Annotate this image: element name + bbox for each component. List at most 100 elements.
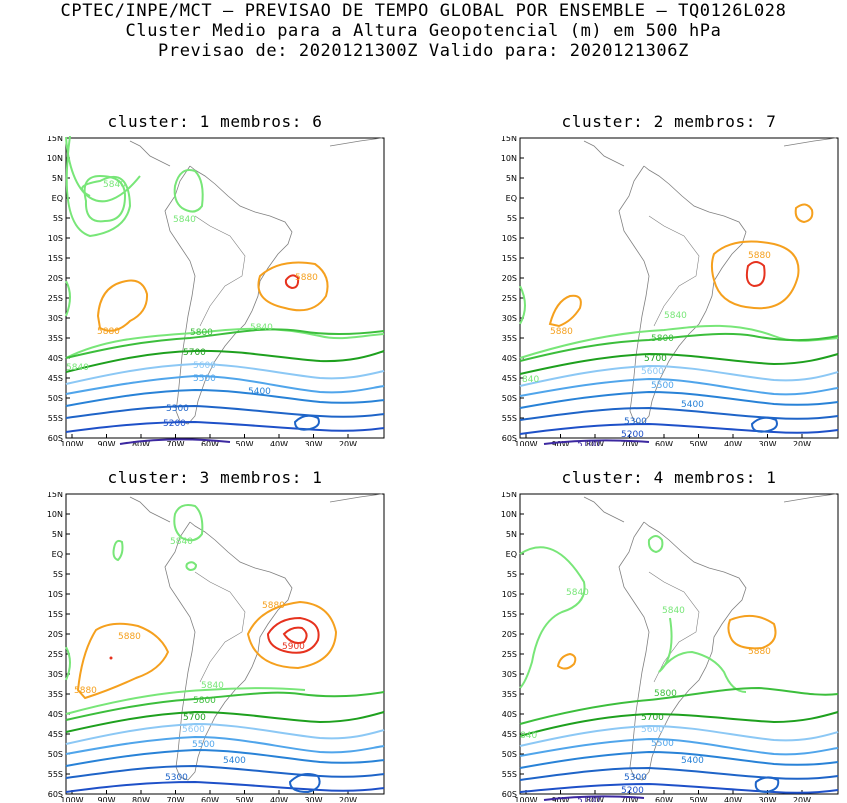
contour-label: 5300 [624,417,647,427]
contour-label: 5840 [664,311,687,321]
africa-coastline [329,493,383,503]
contour-label: 5900 [282,642,305,652]
coastline [583,493,837,781]
lat-label: 35S [48,690,63,699]
contour-5900 [282,626,308,644]
lon-label: 60W [201,796,219,802]
lat-label: 10N [501,510,517,519]
lon-label: 60W [201,440,219,446]
panel-cluster-4: cluster: 4 membros: 1 15N 10N 5N EQ 5S 10S 15S… [484,468,844,802]
lat-label: 10N [501,154,517,163]
lat-label: 35S [48,334,63,343]
contour-5200 [65,420,385,433]
contour-label: 5840 [201,681,224,691]
lat-label: 5S [53,570,63,579]
contour-5800 [65,691,385,721]
contour-5600 [519,724,839,747]
lon-label: 70W [620,796,638,802]
lon-label: 50W [235,440,253,446]
map-frame [65,493,385,795]
contour-label: 5840 [66,363,89,373]
contour-label: 5600 [641,725,664,735]
lon-label: 90W [97,796,115,802]
lat-label: 15S [48,610,63,619]
contour-5700 [519,352,839,375]
contour-5840 [65,687,306,715]
contour-label: 5880 [748,647,771,657]
lat-label: 20S [502,274,517,283]
lon-label: 30W [304,440,322,446]
country-borders [194,571,246,683]
lat-label: EQ [506,194,517,203]
contour-label: 5840 [103,180,126,190]
lat-label: 20S [48,630,63,639]
lon-label: 80W [132,796,150,802]
lat-label: 20S [48,274,63,283]
contour-5600 [65,362,385,385]
contour-label: 5300 [166,404,189,414]
lat-label: EQ [52,194,63,203]
lat-label: 25S [48,650,63,659]
panel-title: cluster: 4 membros: 1 [561,468,777,487]
contour-5880 [556,652,577,670]
lat-label: 45S [502,374,517,383]
contour-label: 5700 [183,713,206,723]
contour-5300 [65,764,385,779]
contour-5700 [65,349,385,373]
africa-coastline [329,137,383,147]
contour-5880 [548,294,582,328]
contour-label: 5200 [163,419,186,429]
lon-label: 50W [689,796,707,802]
contour-label: 5800 [651,334,674,344]
contour-5500 [65,735,385,755]
lat-label: 40S [502,354,517,363]
contour-label: 840 [522,375,539,385]
lat-label: 45S [48,374,63,383]
contour-5300 [288,773,321,794]
contour-label: 5880 [295,273,318,283]
panel-title: cluster: 2 membros: 7 [561,112,777,131]
contour-5840 [647,535,664,554]
contour-5800 [519,332,839,362]
contour-5880 [710,240,800,310]
contour-label: 5700 [644,354,667,364]
lon-label: 50W [235,796,253,802]
contour-5400 [519,390,839,409]
contour-5880 [794,203,814,224]
axis-frame: 15N 10N 5N EQ 5S 10S 15S 20S 25S 30S 35S 40S 45S 50S 5… [501,136,839,446]
lat-label: 25S [502,294,517,303]
south-america-coastline [164,521,293,781]
lat-label: 60S [48,790,63,799]
contour-5400 [519,750,839,769]
coastline [129,493,383,781]
header-line-1: CPTEC/INPE/MCT – PREVISAO DE TEMPO GLOBA… [60,1,787,21]
panel-title: cluster: 1 membros: 6 [107,112,323,131]
lon-label: 50W [689,440,707,446]
contour-5100 [543,795,645,801]
lon-label: 100W [60,440,83,446]
lon-label: 40W [724,440,742,446]
lat-label: 40S [48,710,63,719]
contour-label: 5800 [193,696,216,706]
lat-label: 5S [507,214,517,223]
contour-label: 5500 [651,381,674,391]
contour-5840 [185,561,198,572]
axis-frame: 15N 10N 5N EQ 5S 10S 15S 20S 25S 30S 35S 40S 45S 50S 5… [501,492,839,802]
contour-5100 [119,438,231,445]
lat-label: 5N [52,174,63,183]
lon-label: 30W [304,796,322,802]
contour-5400 [65,388,385,407]
contour-label: 5400 [681,756,704,766]
lat-label: 10S [48,590,63,599]
lat-label: 20S [502,630,517,639]
contour-label: 5500 [192,740,215,750]
contour-5880 [257,261,329,312]
lon-label: 100W [514,440,537,446]
map-frame [65,137,385,439]
contour-label: 5500 [193,374,216,384]
lon-label: 20W [339,440,357,446]
contour-5840 [65,646,71,681]
contour-label: 5600 [182,725,205,735]
contour-5600 [519,364,839,387]
lat-label: 5N [52,530,63,539]
